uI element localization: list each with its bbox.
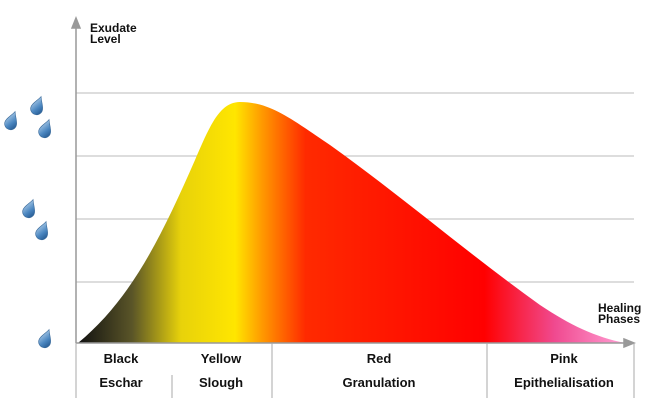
y-axis-label: Exudate bbox=[90, 21, 137, 35]
y-axis-label: Level bbox=[90, 32, 121, 46]
droplet bbox=[36, 327, 56, 350]
phase-name: Pink bbox=[550, 351, 578, 366]
phase-stage: Slough bbox=[199, 375, 243, 390]
phase-dividers bbox=[75, 343, 635, 398]
x-axis-label: Phases bbox=[598, 312, 640, 326]
phase-stage: Granulation bbox=[343, 375, 416, 390]
x-arrow bbox=[623, 337, 637, 349]
phase-stage: Epithelialisation bbox=[514, 375, 614, 390]
droplet bbox=[33, 219, 53, 242]
healing-curve bbox=[78, 102, 625, 343]
droplet bbox=[2, 109, 22, 132]
droplet bbox=[28, 94, 48, 117]
droplet bbox=[36, 117, 56, 140]
phase-name: Red bbox=[367, 351, 392, 366]
phase-labels: Black Eschar Yellow Slough Red Granulation Pin… bbox=[99, 351, 614, 390]
phase-stage: Eschar bbox=[99, 375, 142, 390]
phase-name: Yellow bbox=[201, 351, 242, 366]
x-axis-label: Healing bbox=[598, 301, 641, 315]
droplets bbox=[2, 94, 56, 350]
axes bbox=[70, 15, 637, 349]
y-arrow bbox=[70, 15, 82, 29]
droplet bbox=[20, 197, 40, 220]
phase-name: Black bbox=[104, 351, 139, 366]
